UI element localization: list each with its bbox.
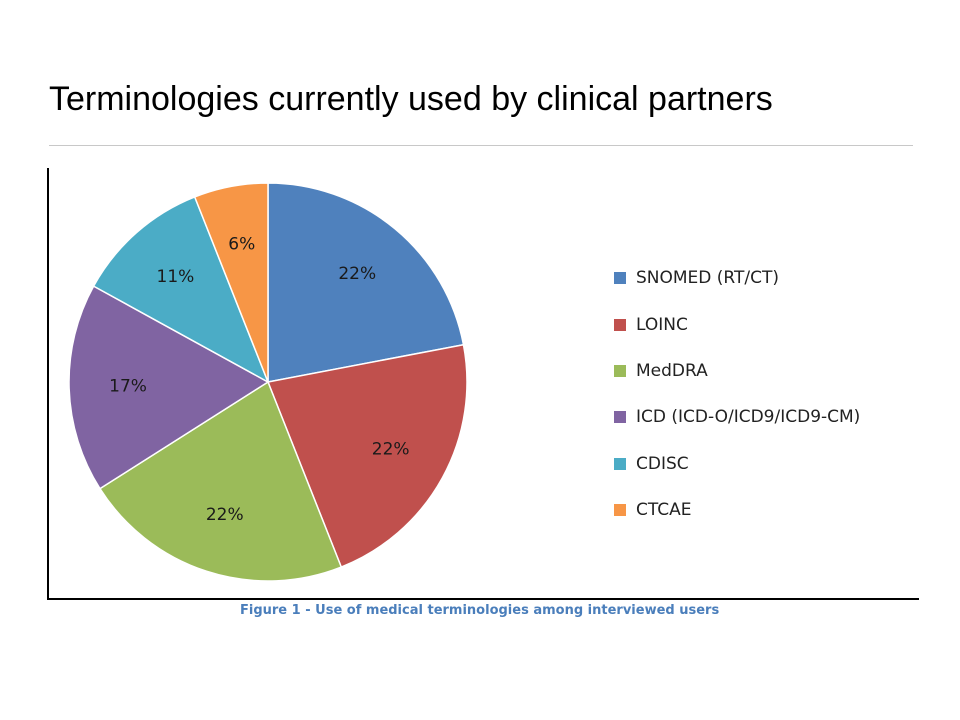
pie-slice-2 <box>266 343 468 568</box>
pie-slice-1 <box>267 182 465 383</box>
chart-frame <box>47 168 919 600</box>
legend-label: ICD (ICD-O/ICD9/ICD9-CM) <box>636 407 861 428</box>
slice-label-6: 6% <box>228 234 255 254</box>
slide-title: Terminologies currently used by clinical… <box>49 80 773 118</box>
legend-item: MedDRA <box>614 348 860 394</box>
legend-label: CTCAE <box>636 500 692 521</box>
legend-item: ICD (ICD-O/ICD9/ICD9-CM) <box>614 394 860 440</box>
figure-caption: Figure 1 - Use of medical terminologies … <box>240 603 720 618</box>
legend-swatch <box>614 272 626 285</box>
legend-swatch <box>614 457 626 470</box>
legend-item: SNOMED (RT/CT) <box>614 255 860 301</box>
slice-label-1: 22% <box>338 264 376 284</box>
legend-label: CDISC <box>636 453 689 474</box>
legend-item: LOINC <box>614 301 860 347</box>
slice-label-2: 22% <box>372 439 410 459</box>
legend-label: SNOMED (RT/CT) <box>636 268 779 289</box>
title-divider <box>49 145 913 146</box>
pie-slice-6 <box>193 182 269 383</box>
pie-slice-4 <box>68 285 270 490</box>
slice-label-3: 22% <box>206 505 244 525</box>
legend-swatch <box>614 504 626 517</box>
pie-slice-5 <box>92 196 270 384</box>
chart-legend: SNOMED (RT/CT) LOINC MedDRA ICD (ICD-O/ICD9… <box>614 255 860 533</box>
pie-slice-3 <box>98 380 343 582</box>
slice-label-5: 11% <box>157 267 195 287</box>
legend-item: CTCAE <box>614 487 860 533</box>
legend-swatch <box>614 318 626 331</box>
legend-label: LOINC <box>636 314 688 335</box>
slice-label-4: 17% <box>109 376 147 396</box>
legend-swatch <box>614 364 626 377</box>
legend-label: MedDRA <box>636 360 708 381</box>
legend-item: CDISC <box>614 441 860 487</box>
legend-swatch <box>614 411 626 424</box>
